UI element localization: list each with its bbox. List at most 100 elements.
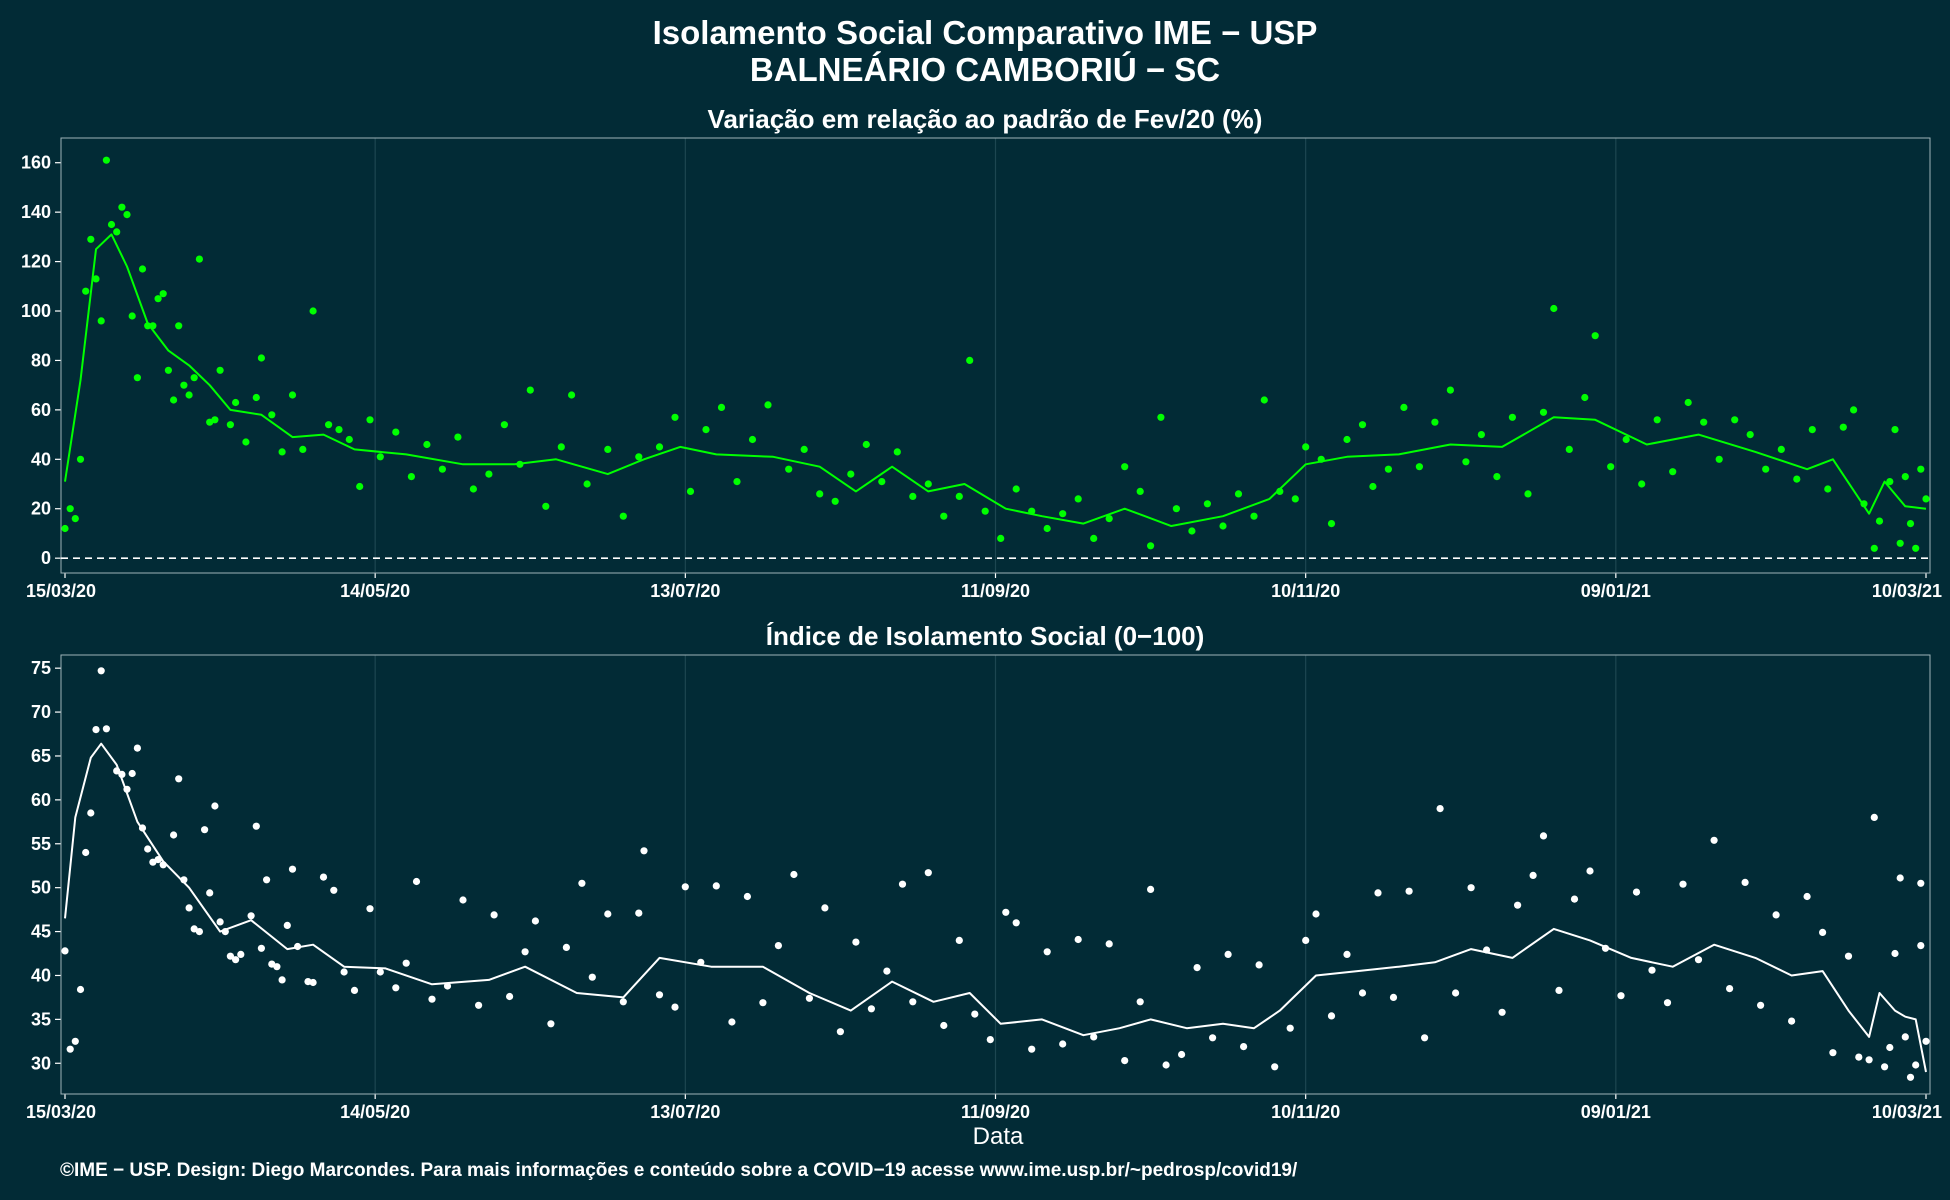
panel2-data-point [1312,910,1320,918]
panel1-data-point [816,490,824,498]
panel2-data-point [1043,948,1051,956]
panel1-y-tick-label: 0 [41,548,51,568]
panel2-data-point [681,883,689,891]
panel1-y-tick-label: 160 [21,153,51,173]
panel1-data-point [686,487,695,495]
panel1-data-point [1850,406,1858,414]
panel2-data-point [1421,1034,1429,1042]
panel2-x-tick-label: 10/11/20 [1271,1102,1340,1122]
panel2-data-point [392,984,400,992]
panel1-data-point [1638,480,1646,488]
panel2-data-point [273,963,281,971]
panel2-data-point [1059,1040,1067,1048]
panel2-data-point [1819,928,1827,937]
panel1-data-point [542,502,550,510]
panel1-data-point [469,485,477,493]
panel2-x-tick-label: 11/09/20 [961,1102,1030,1122]
panel1-data-point [1539,408,1548,416]
panel1-data-point [216,366,224,374]
panel1-data-point [981,507,989,515]
panel2-data-point [1147,885,1155,894]
panel1-data-point [438,465,446,473]
panel1-data-point [180,381,188,389]
panel2-data-point [1617,992,1625,1000]
panel2-y-tick-label: 60 [31,790,51,810]
panel1-data-point [955,492,963,500]
panel2-data-point [1255,961,1263,969]
panel1-data-point [764,401,772,409]
panel2-data-point [1788,1017,1796,1025]
panel2-x-tick-label: 09/01/21 [1581,1102,1651,1122]
panel1-data-point [82,287,90,295]
panel2-frame [60,654,1931,1095]
panel1-data-point [893,448,901,456]
panel2-data-point [252,822,260,830]
panel1-data-point [1684,398,1692,407]
panel2-y-tick-label: 30 [31,1053,51,1073]
panel2-data-point [1741,878,1749,887]
panel2-data-point [1436,805,1444,813]
panel2-data-point [1570,895,1579,903]
panel2-data-point [1286,1024,1294,1032]
panel2-data-point [247,912,255,920]
panel1-data-point [1121,463,1129,471]
panel1-data-point [1891,426,1899,434]
panel2-data-point [92,726,100,734]
panel2-data-point [898,880,907,888]
panel2-data-point [283,921,291,930]
panel1-data-point [299,445,307,453]
panel2-data-point [66,1045,74,1053]
panel2-data-point [986,1036,994,1044]
panel2-data-point [1648,966,1656,974]
panel1-data-point [1358,421,1367,429]
panel1-data-point [102,156,110,164]
panel1-data-point [1203,500,1211,508]
panel2-data-point [82,848,90,857]
panel2-data-point [1302,936,1310,945]
panel2-data-point [76,985,85,994]
panel1-y-tick-label: 40 [31,449,51,469]
panel2-data-point [211,802,219,810]
panel1-data-point [128,312,136,320]
panel1-data-point [1188,527,1196,535]
panel1-x-tick-label: 09/01/21 [1581,581,1651,601]
panel1-data-point [568,391,576,399]
panel2-data-point [1002,908,1010,916]
panel1-data-point [1901,473,1909,481]
panel1-data-point [1400,403,1408,411]
panel2-data-point [340,968,348,976]
panel2-data-point [588,973,596,981]
panel1-data-point [583,480,591,488]
panel2-data-point [1090,1033,1098,1041]
x-axis-label: Data [973,1123,1024,1150]
panel2-y-tick-label: 65 [31,746,51,766]
panel1-data-point [268,411,276,419]
panel2-data-point [1389,993,1398,1002]
panel2-data-point [195,928,203,936]
panel1-data-point [909,492,917,500]
panel2-data-point [1886,1043,1894,1052]
panel1-data-point [1591,332,1599,340]
panel1-y-tick-label: 60 [31,400,51,420]
panel2-data-point [1586,867,1594,875]
panel1-data-point [1250,512,1258,520]
panel1-y-tick-label: 140 [21,202,51,222]
panel2-data-point [309,978,317,987]
panel1-data-point [226,421,234,429]
panel1-data-point [831,497,839,505]
panel2-data-point [475,1001,483,1009]
panel1-data-point [144,322,152,330]
panel1-data-point [376,453,384,461]
panel1-data-point [190,374,198,382]
panel2-data-point [1105,940,1113,948]
panel1-data-point [175,322,183,330]
panel2-data-point [1891,949,1899,958]
panel1-y-tick-label: 100 [21,301,51,321]
panel2-data-point [1514,901,1522,909]
panel1-data-point [454,433,462,441]
panel2-data-point [883,967,891,975]
panel1-data-point [252,393,260,402]
panel2-data-point [257,944,265,952]
panel1-data-point [242,438,250,446]
panel2-data-point [671,1003,679,1011]
